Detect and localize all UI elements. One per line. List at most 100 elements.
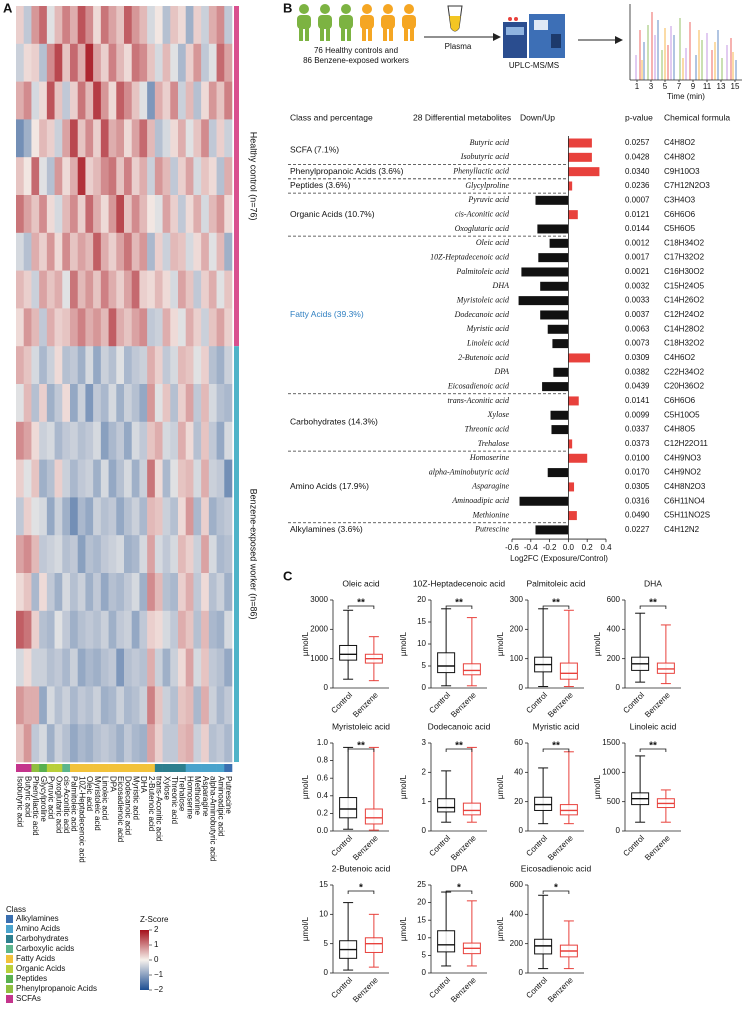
p-value: 0.0337 [625,425,650,434]
y-tick-label: 0.6 [317,773,329,782]
y-axis-label: µmol/L [399,916,408,941]
heatmap-cell [193,573,202,612]
class-strip [185,764,194,772]
legend-swatch [6,945,13,953]
box [534,796,553,811]
metabolite-name: trans-Aconitic acid [447,396,510,405]
heatmap-cell [201,43,210,82]
heatmap-cell [170,157,179,196]
bar [535,525,569,535]
metabolite-name: 10Z-Heptadecenoic acid [430,252,510,261]
heatmap-cell [216,6,225,45]
heatmap-cell [154,270,163,309]
heatmap-cell [93,384,102,423]
column-header: Class and percentage [290,112,373,122]
class-strip [62,764,71,772]
plot-title: 10Z-Heptadecenoic acid [413,578,505,588]
heatmap-cell [54,535,63,574]
column-label: Xylose [162,776,171,801]
y-tick-label: 400 [607,624,621,633]
bar [552,339,569,349]
metabolite-name: DPA [493,367,509,376]
heatmap-cell [31,421,40,460]
heatmap-cell [85,195,94,234]
box [534,938,553,955]
heatmap-cell [31,497,40,536]
heatmap-cell [124,157,133,196]
heatmap-cell [131,346,140,385]
heatmap-cell [193,195,202,234]
heatmap-cell [31,157,40,196]
heatmap-cell [201,157,210,196]
heatmap-cell [208,232,217,271]
significance-bracket [542,748,570,752]
heatmap-cell [31,459,40,498]
heatmap-cell [93,535,102,574]
heatmap-cell [54,459,63,498]
heatmap-cell [208,270,217,309]
legend-swatch [6,985,13,993]
significance: ** [649,598,657,609]
y-axis-label: µmol/L [301,631,310,656]
heatmap-cell [85,6,94,45]
y-tick-label: 400 [510,909,524,918]
heatmap-cell [16,610,25,649]
heatmap-cell [162,81,171,120]
significance-bracket [445,890,473,894]
y-tick-label: 600 [607,595,621,604]
legend-swatch [6,925,13,933]
heatmap-cell [46,270,55,309]
heatmap-cell [124,232,133,271]
heatmap-cell [162,573,171,612]
heatmap-cell [185,459,194,498]
heatmap-cell [124,724,133,763]
heatmap-cell [85,157,94,196]
group-label: Benzene-exposed worker (n=86) [249,489,259,620]
p-value: 0.0382 [625,367,650,376]
metabolite-name: Putrescine [474,525,509,534]
significance: * [457,883,461,894]
heatmap-cell [85,459,94,498]
legend-label: Carboxylic acids [16,944,74,953]
metabolite-name: Oxoglutaric acid [455,224,510,233]
heatmap-cell [216,573,225,612]
bar [568,167,600,177]
x-axis-label: Log2FC (Exposure/Control) [510,554,608,563]
heatmap-cell [100,724,109,763]
y-tick-label: 300 [510,595,524,604]
heatmap-cell [131,119,140,158]
panel-letter: C [283,568,293,583]
heatmap-cell [124,270,133,309]
heatmap-cell [54,270,63,309]
heatmap-cell [178,724,187,763]
heatmap-cell [70,81,79,120]
heatmap-cell [193,724,202,763]
x-tick-label: Benzene [643,833,672,862]
heatmap-cell [216,232,225,271]
metabolite-name: Eicosadienoic acid [447,381,510,390]
significance-bracket [347,748,375,752]
heatmap-cell [139,573,148,612]
y-tick-label: 600 [510,880,524,889]
heatmap-cell [54,610,63,649]
heatmap-cell [23,119,32,158]
heatmap-cell [116,81,125,120]
heatmap-cell [170,270,179,309]
formula: C5H11NO2S [664,511,710,520]
heatmap-cell [170,195,179,234]
y-axis-label: µmol/L [496,631,505,656]
heatmap-cell [185,81,194,120]
heatmap-cell [201,648,210,687]
heatmap-cell [185,346,194,385]
heatmap-cell [216,43,225,82]
heatmap-cell [23,232,32,271]
heatmap-cell [108,573,117,612]
heatmap-cell [100,119,109,158]
column-label: Homoserine [185,776,194,820]
plot-title: Linoleic acid [630,721,677,731]
p-value: 0.0032 [625,281,650,290]
heatmap-cell [201,270,210,309]
heatmap-cell [100,648,109,687]
heatmap-cell [170,308,179,347]
heatmap-cell [178,459,187,498]
